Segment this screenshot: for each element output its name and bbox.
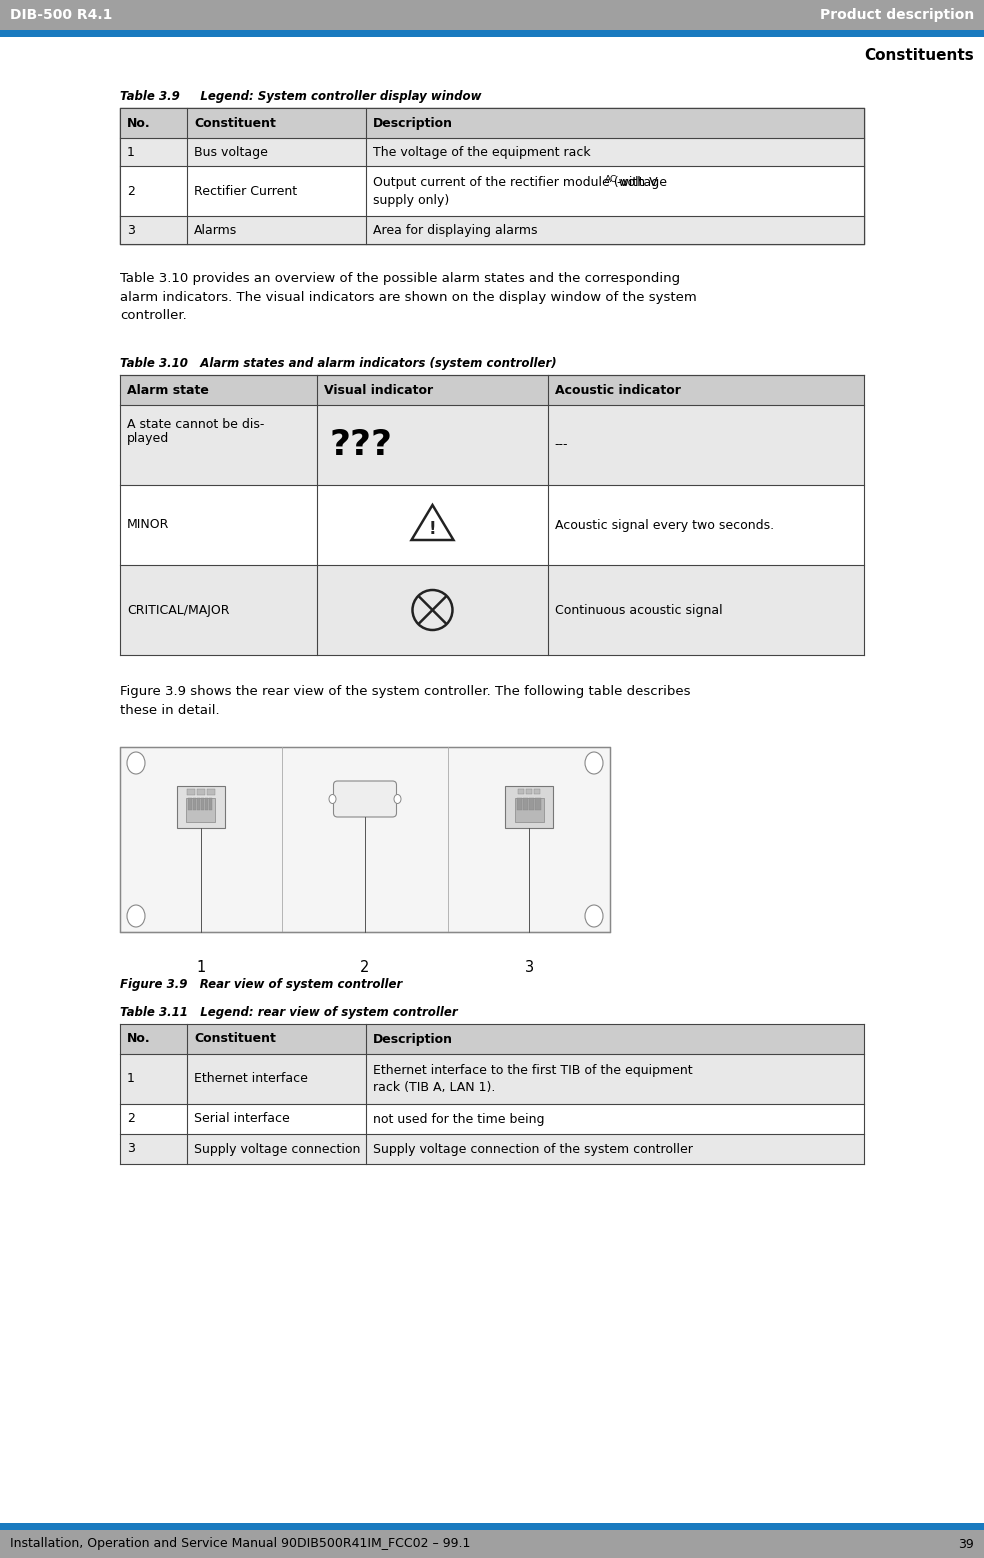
Bar — [120, 405, 864, 485]
Text: Constituents: Constituents — [864, 47, 974, 62]
Text: Ethernet interface: Ethernet interface — [194, 1072, 308, 1086]
Text: Supply voltage connection of the system controller: Supply voltage connection of the system … — [373, 1142, 693, 1156]
Text: Continuous acoustic signal: Continuous acoustic signal — [555, 603, 722, 617]
Text: Supply voltage connection: Supply voltage connection — [194, 1142, 360, 1156]
Bar — [515, 798, 543, 821]
Text: No.: No. — [127, 1033, 151, 1045]
Text: 2: 2 — [360, 960, 370, 975]
Bar — [519, 788, 524, 795]
Text: ???: ??? — [330, 428, 393, 463]
Text: ---: --- — [555, 438, 569, 452]
Text: 2: 2 — [127, 1112, 135, 1125]
Bar — [120, 375, 864, 405]
Bar — [535, 798, 540, 810]
Text: MINOR: MINOR — [127, 519, 169, 531]
Text: 1: 1 — [127, 145, 135, 159]
Text: 1: 1 — [127, 1072, 135, 1086]
Bar — [193, 798, 196, 810]
Bar — [0, 30, 984, 37]
Text: Installation, Operation and Service Manual 90DIB500R41IM_FCC02 – 99.1: Installation, Operation and Service Manu… — [10, 1538, 470, 1550]
Text: Ethernet interface to the first TIB of the equipment
rack (TIB A, LAN 1).: Ethernet interface to the first TIB of t… — [373, 1064, 692, 1094]
Text: Visual indicator: Visual indicator — [324, 383, 433, 396]
Bar — [120, 108, 864, 245]
Bar — [187, 788, 195, 795]
Text: 3: 3 — [127, 1142, 135, 1156]
Bar — [120, 1105, 864, 1134]
Text: Constituent: Constituent — [194, 117, 276, 129]
Text: Alarm state: Alarm state — [127, 383, 209, 396]
Text: 39: 39 — [958, 1538, 974, 1550]
Bar — [201, 798, 204, 810]
Text: A state cannot be dis-: A state cannot be dis- — [127, 418, 265, 432]
Bar — [210, 798, 213, 810]
Text: Table 3.10 provides an overview of the possible alarm states and the correspondi: Table 3.10 provides an overview of the p… — [120, 273, 697, 323]
Bar — [120, 1134, 864, 1164]
Bar — [534, 788, 540, 795]
Text: DIB-500 R4.1: DIB-500 R4.1 — [10, 8, 112, 22]
Text: CRITICAL/MAJOR: CRITICAL/MAJOR — [127, 603, 229, 617]
Ellipse shape — [329, 795, 336, 804]
Bar — [120, 566, 864, 654]
Text: Alarms: Alarms — [194, 223, 237, 237]
Bar — [197, 788, 205, 795]
Bar — [120, 167, 864, 217]
Text: Rectifier Current: Rectifier Current — [194, 184, 297, 198]
Text: Figure 3.9   Rear view of system controller: Figure 3.9 Rear view of system controlle… — [120, 978, 402, 991]
Text: supply only): supply only) — [373, 193, 449, 207]
Bar — [186, 798, 215, 821]
Bar — [177, 785, 225, 827]
Bar — [189, 798, 192, 810]
Bar — [120, 746, 610, 932]
Ellipse shape — [585, 753, 603, 774]
Text: 1: 1 — [196, 960, 206, 975]
Bar — [205, 798, 209, 810]
Ellipse shape — [127, 905, 145, 927]
Bar — [120, 1055, 864, 1105]
Ellipse shape — [585, 905, 603, 927]
Text: 3: 3 — [524, 960, 533, 975]
Bar — [0, 1530, 984, 1558]
Bar — [0, 1524, 984, 1530]
Text: Output current of the rectifier module (with V: Output current of the rectifier module (… — [373, 176, 657, 189]
Text: -voltage: -voltage — [617, 176, 668, 189]
Bar — [197, 798, 200, 810]
Bar — [207, 788, 215, 795]
Bar — [120, 108, 864, 139]
Ellipse shape — [394, 795, 401, 804]
Bar — [120, 1024, 864, 1055]
Text: Acoustic signal every two seconds.: Acoustic signal every two seconds. — [555, 519, 774, 531]
FancyBboxPatch shape — [334, 781, 397, 816]
Text: Product description: Product description — [820, 8, 974, 22]
Text: played: played — [127, 432, 169, 446]
Text: Area for displaying alarms: Area for displaying alarms — [373, 223, 537, 237]
Text: Bus voltage: Bus voltage — [194, 145, 268, 159]
Text: Table 3.10   Alarm states and alarm indicators (system controller): Table 3.10 Alarm states and alarm indica… — [120, 357, 557, 369]
Text: Constituent: Constituent — [194, 1033, 276, 1045]
Text: The voltage of the equipment rack: The voltage of the equipment rack — [373, 145, 590, 159]
Bar — [526, 788, 532, 795]
Ellipse shape — [127, 753, 145, 774]
Bar — [120, 485, 864, 566]
Text: 2: 2 — [127, 184, 135, 198]
Bar — [120, 217, 864, 245]
Text: 3: 3 — [127, 223, 135, 237]
Text: Description: Description — [373, 1033, 453, 1045]
Bar — [517, 798, 522, 810]
Bar — [505, 785, 553, 827]
Text: No.: No. — [127, 117, 151, 129]
Text: Table 3.9     Legend: System controller display window: Table 3.9 Legend: System controller disp… — [120, 90, 481, 103]
Text: not used for the time being: not used for the time being — [373, 1112, 544, 1125]
Text: Table 3.11   Legend: rear view of system controller: Table 3.11 Legend: rear view of system c… — [120, 1006, 458, 1019]
Text: !: ! — [429, 520, 436, 538]
Text: Serial interface: Serial interface — [194, 1112, 289, 1125]
Bar — [0, 0, 984, 30]
Bar — [120, 139, 864, 167]
Text: AC: AC — [605, 174, 617, 184]
Bar — [529, 798, 534, 810]
Text: Description: Description — [373, 117, 453, 129]
Bar — [523, 798, 528, 810]
Text: Figure 3.9 shows the rear view of the system controller. The following table des: Figure 3.9 shows the rear view of the sy… — [120, 686, 691, 717]
Text: Acoustic indicator: Acoustic indicator — [555, 383, 681, 396]
